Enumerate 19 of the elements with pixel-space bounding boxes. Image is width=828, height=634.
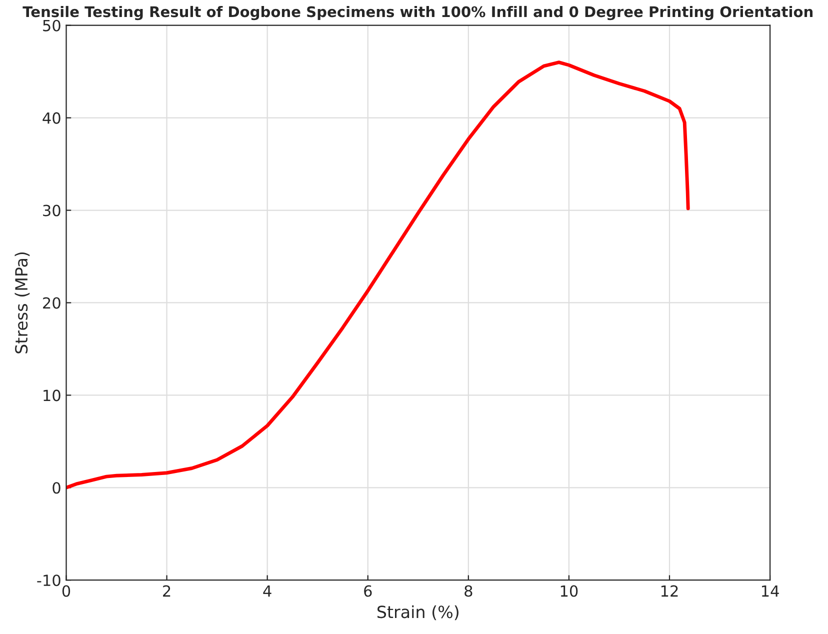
y-axis-title: Stress (MPa) [14,252,30,354]
line-series [66,60,690,490]
y-tick-label: 40 [42,112,60,124]
x-tick-label: 8 [464,585,472,597]
x-tick-label: 6 [364,585,372,597]
y-tick-label: 10 [44,390,60,402]
x-tick-label: 14 [762,585,779,597]
x-tick-label: 0 [62,585,70,597]
chart-title: Tensile Testing Result of Dogbone Specimens with 100% Infill and 0 Degree Printing Orientation [22,6,813,20]
x-tick-label: 10 [560,585,578,597]
x-tick-label: 12 [661,585,678,597]
y-tick-label: 30 [43,204,60,216]
x-tick-label: 4 [263,585,272,597]
y-tick-label: 20 [43,297,60,309]
y-tick-label: -10 [37,574,60,586]
x-axis-title: Strain (%) [377,605,458,620]
x-tick-label: 2 [163,585,170,597]
y-tick-label: 50 [43,20,60,32]
y-tick-label: 0 [52,482,60,494]
